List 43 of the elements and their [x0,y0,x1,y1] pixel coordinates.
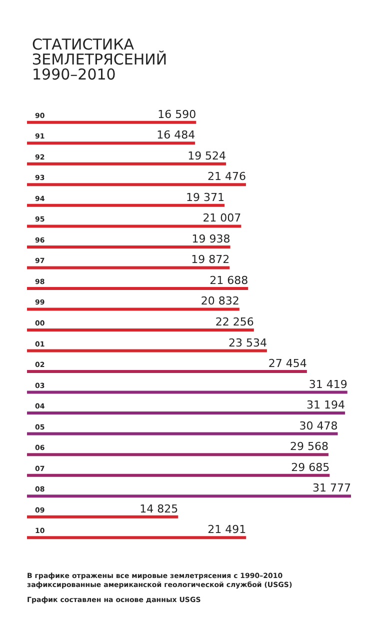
bar [27,162,226,166]
data-label: 21 007 [202,212,242,225]
data-label: 31 419 [308,378,348,391]
data-label: 16 590 [158,108,196,121]
data-label: 29 685 [291,460,330,474]
data-label: 21 491 [208,523,246,536]
bar [27,204,225,207]
data-label: 16 484 [156,128,196,142]
data-label: 19 938 [192,232,230,246]
data-label: 19 524 [188,149,226,162]
bar [27,370,307,374]
data-label: 14 825 [140,502,178,516]
bar [27,266,230,270]
bar [27,412,346,415]
bar [27,286,248,290]
data-label: 19 371 [186,190,225,204]
bar [27,349,267,352]
bar [27,308,240,311]
bar [27,245,230,248]
data-label: 31 194 [306,398,346,412]
data-label: 30 478 [299,419,338,432]
data-label: 21 688 [210,274,248,287]
bar [27,494,351,498]
bar [27,142,196,145]
data-label: 27 454 [268,357,307,370]
data-label: 23 534 [228,336,267,350]
bar [27,183,246,186]
bar [27,328,254,332]
data-label: 20 832 [200,294,240,308]
chart-title: СТАТИСТИКА ЗЕМЛЕТРЯСЕНИЙ 1990–2010 [32,36,168,84]
bar [27,474,330,477]
bar [27,390,348,394]
data-label: 19 872 [191,253,230,266]
bar [27,453,328,456]
bar [27,120,196,124]
bar [27,536,246,540]
data-label: 21 476 [207,170,246,184]
bar [27,515,178,518]
data-label: 29 568 [290,440,328,454]
bar [27,224,242,228]
data-label: 22 256 [215,316,254,328]
bar [27,432,338,436]
data-label: 31 777 [312,482,351,495]
